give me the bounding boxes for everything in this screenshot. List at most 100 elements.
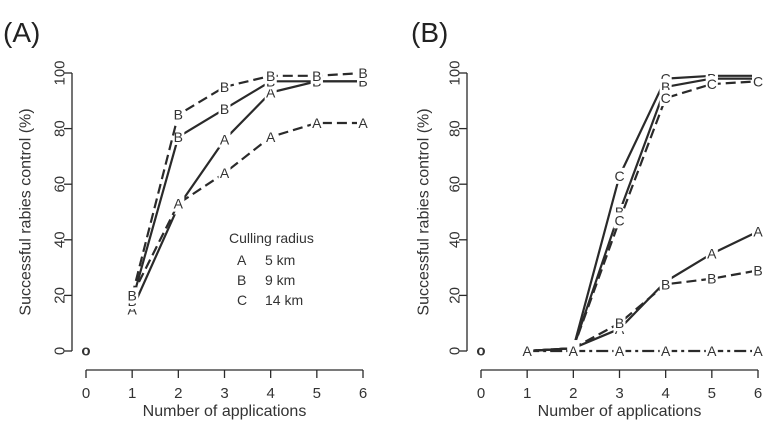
- data-point: A: [707, 246, 717, 262]
- data-point: A: [266, 84, 276, 100]
- data-point: B: [753, 262, 762, 278]
- x-tick-label: 6: [754, 385, 762, 402]
- y-tick-label: 40: [52, 231, 69, 248]
- y-tick-label: 0: [52, 347, 69, 355]
- y-tick-label: 20: [447, 287, 464, 304]
- data-point: B: [127, 287, 136, 303]
- panel-label: (B): [411, 17, 448, 48]
- point-knockout: [126, 301, 139, 318]
- legend-letter: B: [237, 272, 246, 288]
- data-point: B: [615, 315, 624, 331]
- point-knockout: [567, 343, 580, 359]
- point-knockout: [521, 343, 534, 359]
- point-knockout: [218, 131, 231, 148]
- series-2: CCCCCC: [521, 73, 764, 359]
- data-point: B: [174, 129, 183, 145]
- series-line: [527, 230, 759, 353]
- point-knockout: [264, 128, 277, 145]
- series-line: [131, 121, 363, 296]
- data-point: B: [266, 68, 275, 84]
- x-tick-label: 2: [569, 385, 577, 402]
- data-point: C: [614, 212, 624, 228]
- legend-label: 9 km: [265, 272, 295, 288]
- y-tick-label: 60: [52, 176, 69, 193]
- y-tick-label: 100: [447, 60, 464, 85]
- point-knockout: [752, 343, 764, 359]
- data-point: A: [220, 165, 230, 181]
- point-knockout: [659, 276, 672, 293]
- legend-label: 14 km: [265, 292, 303, 308]
- point-knockout: [357, 65, 369, 81]
- data-point: A: [312, 115, 322, 131]
- data-point: B: [220, 101, 229, 117]
- x-tick-label: 1: [523, 385, 531, 402]
- y-tick-label: 0: [447, 347, 464, 355]
- data-point: B: [358, 65, 367, 81]
- data-point: C: [661, 90, 671, 106]
- point-knockout: [705, 270, 718, 287]
- data-point: B: [707, 271, 716, 287]
- legend: Culling radius A 5 km B 9 km C 14 km: [229, 230, 314, 308]
- point-knockout: [264, 67, 277, 84]
- data-point: A: [569, 343, 579, 359]
- data-point: B: [661, 79, 670, 95]
- series-line: [527, 269, 759, 353]
- point-knockout: [613, 315, 626, 332]
- y-tick-label: 40: [447, 231, 464, 248]
- data-point: A: [753, 223, 763, 239]
- legend-label: 5 km: [265, 252, 295, 268]
- series-line: [131, 71, 364, 296]
- data-point: A: [522, 343, 532, 359]
- point-knockout: [705, 76, 718, 93]
- y-tick-label: 100: [52, 60, 69, 85]
- data-point: B: [661, 276, 670, 292]
- point-knockout: [172, 195, 185, 212]
- series-line: [527, 80, 759, 353]
- panel-label: (A): [3, 17, 40, 48]
- point-knockout: [126, 287, 139, 304]
- point-knockout: [357, 115, 369, 132]
- data-point: C: [753, 73, 763, 89]
- point-knockout: [218, 165, 231, 182]
- series-line: [131, 80, 363, 302]
- point-knockout: [752, 262, 764, 279]
- data-point: A: [661, 343, 671, 359]
- data-point: A: [707, 343, 717, 359]
- point-knockout: [310, 115, 323, 132]
- data-point: A: [220, 132, 230, 148]
- point-knockout: [310, 67, 323, 84]
- series-line: [131, 80, 363, 310]
- x-axis-title: Number of applications: [538, 403, 702, 420]
- panel-b: (B) 0 20 40 60 80 100 0 1 2 3 4 5 6 Number of applicat…: [411, 17, 764, 420]
- data-point: A: [266, 129, 276, 145]
- y-tick-label: 80: [52, 120, 69, 137]
- origin-marker: o: [476, 343, 485, 360]
- panel-a: (A) 0 20 40 60 80 100 0 1 2 3 4 5 6 Number of applicat…: [3, 17, 369, 420]
- data-point: B: [615, 204, 624, 220]
- data-point: A: [174, 196, 184, 212]
- data-point: B: [358, 73, 367, 89]
- x-tick-label: 5: [708, 385, 716, 402]
- y-axis-title: Successful rabies control (%): [416, 108, 433, 315]
- data-point: A: [127, 301, 137, 317]
- point-knockout: [752, 223, 764, 240]
- series-0: CCCCCC: [521, 67, 764, 359]
- point-knockout: [752, 73, 764, 90]
- x-tick-label: 0: [82, 385, 90, 402]
- y-tick-label: 80: [447, 120, 464, 137]
- series-1: B B B B B B: [521, 70, 764, 359]
- data-point: B: [220, 79, 229, 95]
- y-axis-title: Successful rabies control (%): [18, 108, 35, 315]
- point-knockout: [613, 212, 626, 229]
- point-knockout: [659, 343, 672, 359]
- x-tick-label: 2: [174, 385, 182, 402]
- point-knockout: [659, 90, 672, 107]
- x-tick-label: 3: [220, 385, 228, 402]
- x-tick-label: 4: [661, 385, 669, 402]
- x-tick-label: 6: [359, 385, 367, 402]
- point-knockout: [172, 128, 185, 145]
- y-tick-label: 20: [52, 287, 69, 304]
